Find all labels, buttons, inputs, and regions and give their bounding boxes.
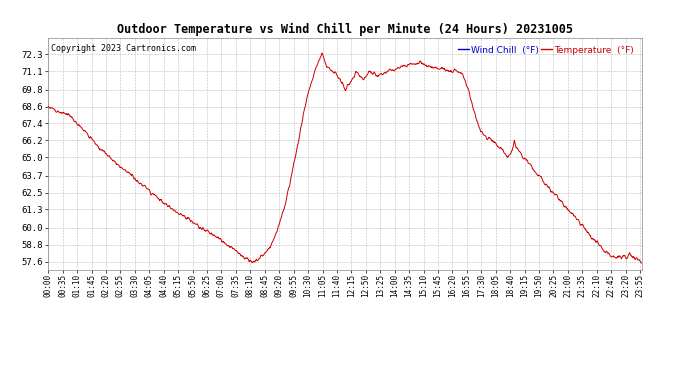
Legend: Wind Chill  (°F), Temperature  (°F): Wind Chill (°F), Temperature (°F): [454, 42, 637, 58]
Text: Copyright 2023 Cartronics.com: Copyright 2023 Cartronics.com: [51, 45, 196, 54]
Title: Outdoor Temperature vs Wind Chill per Minute (24 Hours) 20231005: Outdoor Temperature vs Wind Chill per Mi…: [117, 23, 573, 36]
